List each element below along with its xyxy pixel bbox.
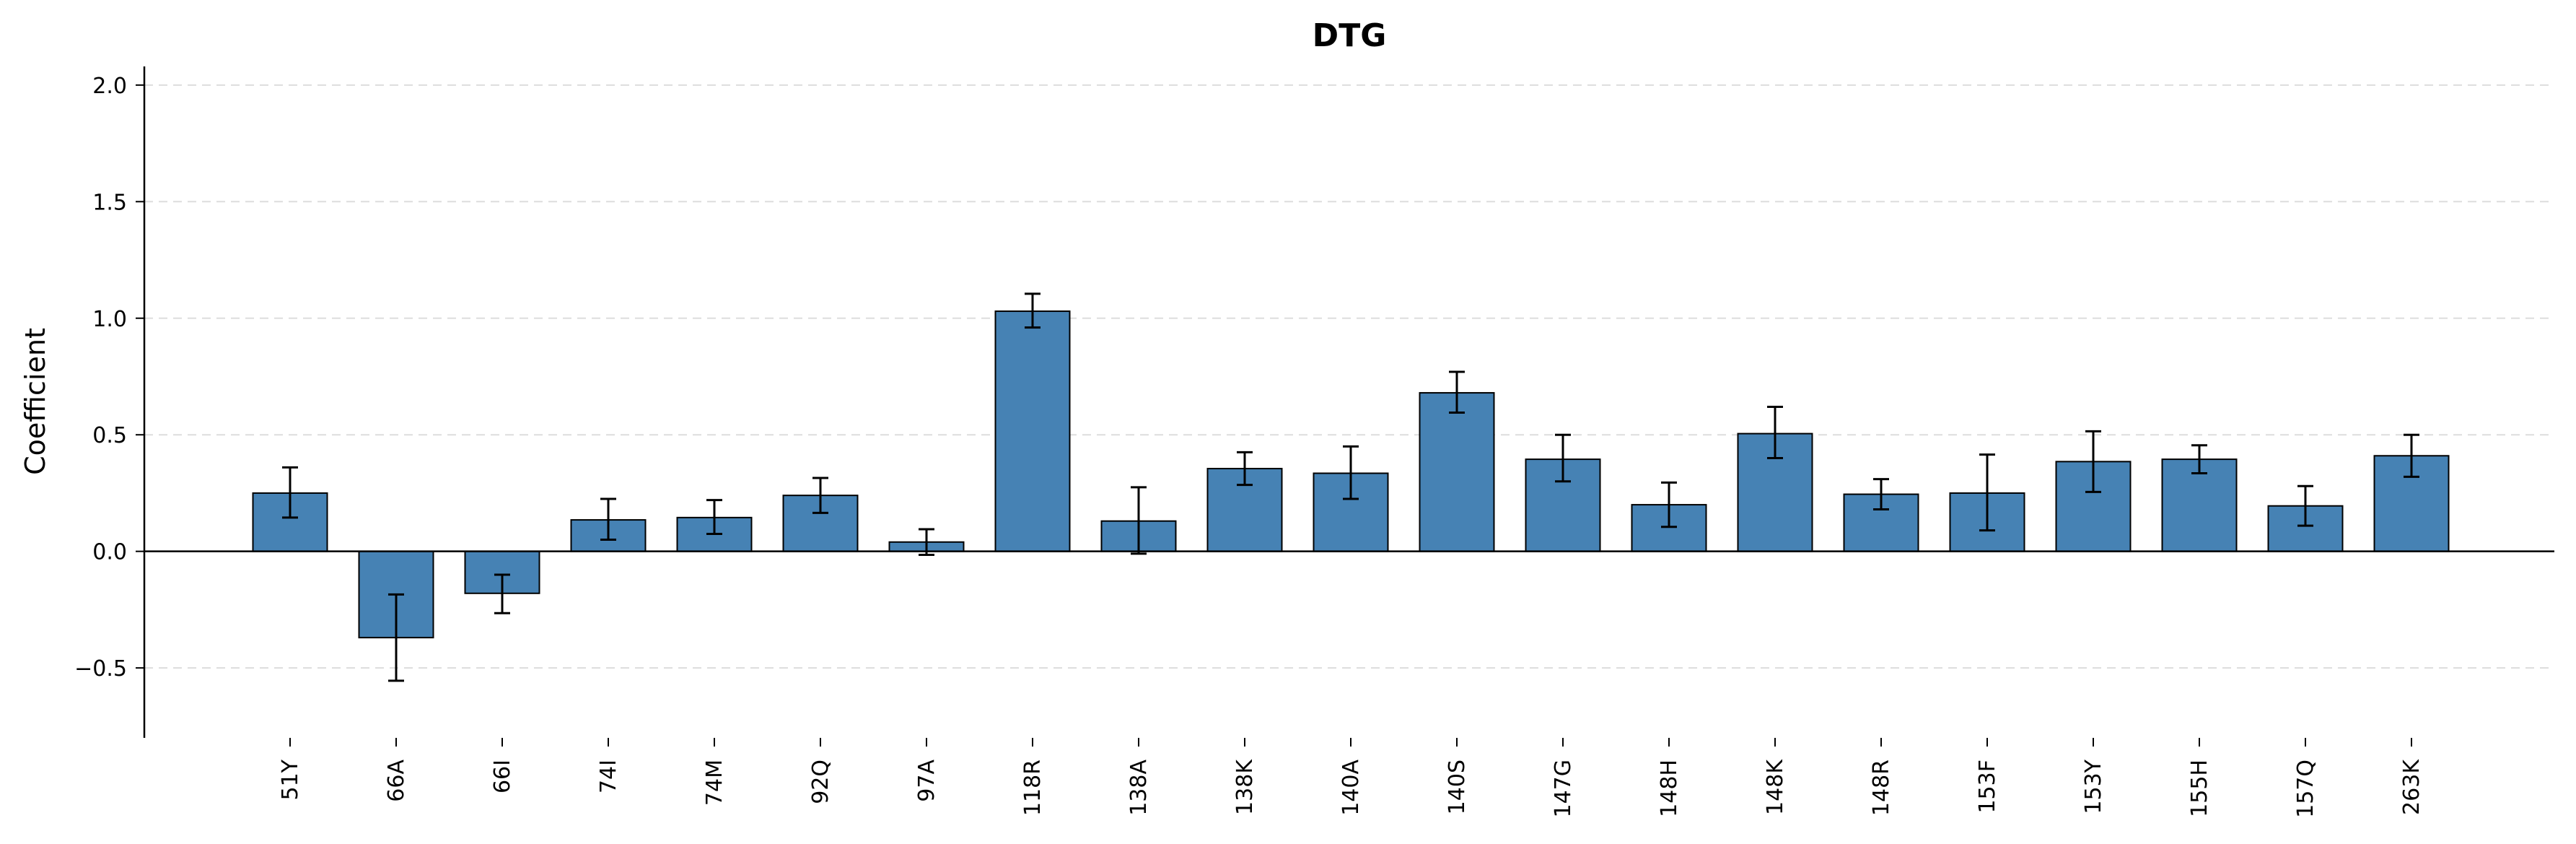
x-tick-label: 148H: [1657, 760, 1682, 817]
x-tick-label: 51Y: [278, 759, 303, 800]
x-tick-label: 140S: [1445, 760, 1470, 814]
x-tick-label: 138A: [1126, 760, 1152, 816]
x-tick-label: 147G: [1551, 760, 1576, 818]
x-tick-label: 157Q: [2293, 760, 2318, 818]
x-tick-label: 118R: [1020, 760, 1046, 816]
axes: [143, 66, 2554, 738]
y-tick-label: 1.0: [92, 307, 127, 332]
x-tick-label: 97A: [914, 760, 939, 802]
chart-title: DTG: [1313, 17, 1387, 54]
y-tick-label: 1.5: [92, 190, 127, 215]
x-tick-label: 148K: [1763, 759, 1788, 815]
y-tick-label: −0.5: [74, 656, 127, 682]
x-tick-label: 66I: [490, 760, 515, 793]
bar-157Q: [2267, 505, 2344, 552]
error-bars: [282, 292, 2419, 682]
bar-118R: [994, 310, 1071, 552]
y-axis-label: Coefficient: [19, 328, 51, 475]
x-tick-label: 74I: [596, 760, 621, 793]
x-tick-label: 92Q: [808, 760, 833, 804]
x-tick-label: 148R: [1869, 760, 1894, 816]
x-tick-label: 153Y: [2081, 759, 2106, 814]
x-tick-label: 155H: [2187, 760, 2212, 817]
x-tick-label: 138K: [1232, 759, 1258, 815]
x-tick-label: 140A: [1339, 760, 1364, 816]
gridlines: [144, 84, 2554, 669]
x-ticks: 51Y 66A 66I 74I 74M 92Q 97A 118R 138A 138K 140A 140…: [278, 738, 2424, 818]
bar-140S: [1419, 392, 1495, 552]
x-tick-label: 66A: [384, 760, 409, 802]
x-tick-label: 263K: [2399, 759, 2424, 815]
y-tick-label: 0.5: [92, 423, 127, 448]
x-tick-label: 74M: [702, 760, 727, 806]
y-tick-label: 0.0: [92, 540, 127, 565]
y-ticks: −0.5 0.0 0.5 1.0 1.5 2.0: [74, 74, 144, 682]
y-tick-label: 2.0: [92, 74, 127, 99]
x-tick-label: 153F: [1975, 760, 2000, 814]
